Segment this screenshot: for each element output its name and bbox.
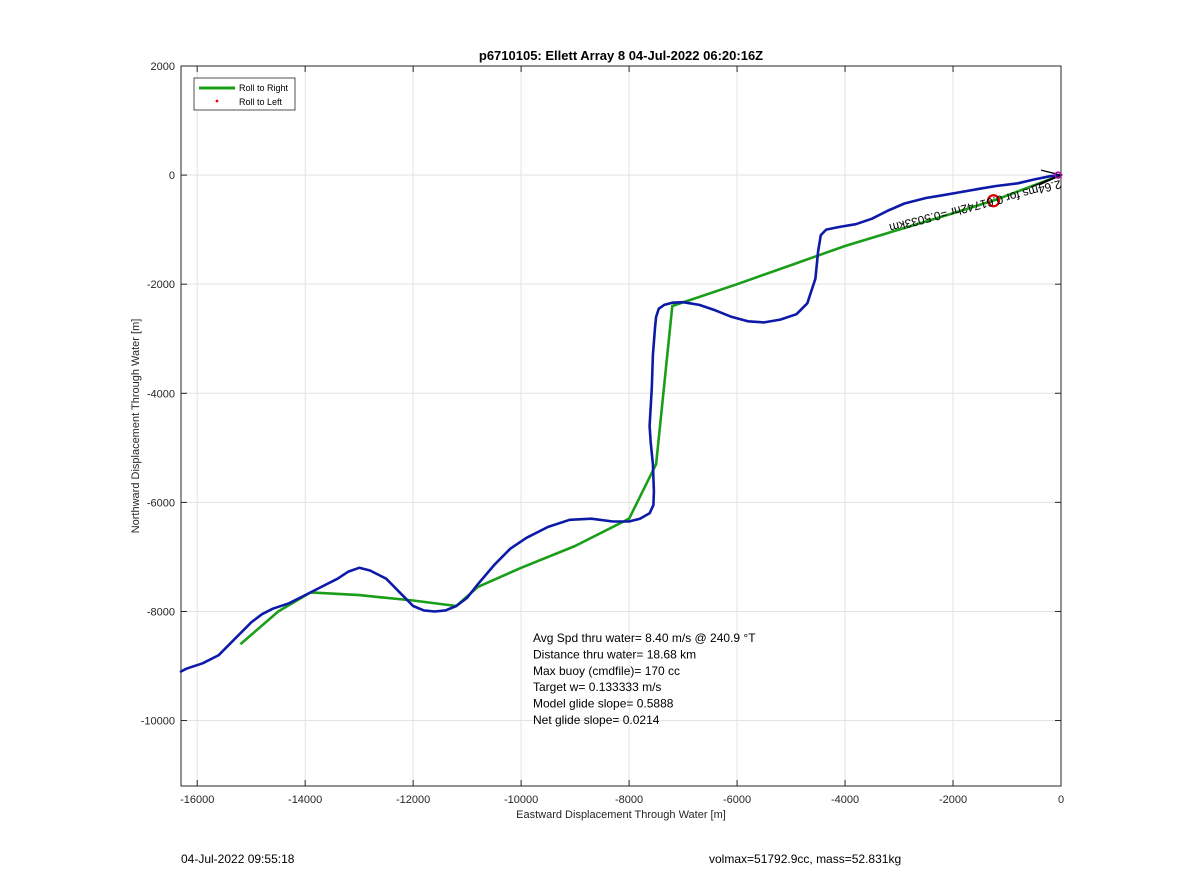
series-line-roll-right (239, 173, 1062, 646)
segment-annotation: 2.64ms for 0.61742hr =0.5033km (888, 177, 1063, 235)
footer-volmax-mass: volmax=51792.9cc, mass=52.831kg (709, 852, 902, 866)
y-axis-label: Northward Displacement Through Water [m] (130, 319, 142, 534)
y-tick-label: -10000 (141, 716, 175, 728)
surface-position-marker (986, 194, 1001, 208)
legend-box (193, 77, 296, 111)
y-tick-label: 2000 (151, 61, 175, 73)
legend-label-roll-left: Roll to Left (239, 97, 283, 107)
y-tick-label: 0 (169, 170, 175, 182)
legend-swatch-roll-left (215, 99, 219, 103)
direction-arrow (1030, 176, 1056, 188)
x-tick-label: -2000 (939, 794, 967, 806)
stats-line: Net glide slope= 0.0214 (533, 713, 660, 727)
x-tick-label: -4000 (831, 794, 859, 806)
grid-lines (181, 65, 1062, 786)
x-tick-label: -10000 (504, 794, 538, 806)
x-tick-label: -6000 (723, 794, 751, 806)
stats-line: Avg Spd thru water= 8.40 m/s @ 240.9 °T (533, 631, 756, 645)
legend-label-roll-right: Roll to Right (239, 83, 289, 93)
y-tick-label: -2000 (147, 279, 175, 291)
x-tick-label: -8000 (615, 794, 643, 806)
series-line-track (179, 173, 1063, 673)
x-axis-label: Eastward Displacement Through Water [m] (516, 809, 726, 821)
stats-line: Distance thru water= 18.68 km (533, 647, 696, 661)
legend: Roll to Right Roll to Left (193, 77, 296, 111)
footer-timestamp: 04-Jul-2022 09:55:18 (181, 852, 295, 866)
origin-marker (1054, 171, 1062, 179)
x-tick-label: -12000 (396, 794, 430, 806)
x-tick-label: -14000 (288, 794, 322, 806)
stats-line: Model glide slope= 0.5888 (533, 697, 674, 711)
chart-title: p6710105: Ellett Array 8 04-Jul-2022 06:… (479, 48, 763, 63)
y-tick-label: -8000 (147, 606, 175, 618)
y-tick-label: -4000 (147, 388, 175, 400)
plot-area (180, 65, 1062, 787)
y-tick-label: -6000 (147, 497, 175, 509)
x-tick-label: 0 (1058, 794, 1064, 806)
x-tick-label: -16000 (180, 794, 214, 806)
stats-annotation: Avg Spd thru water= 8.40 m/s @ 240.9 °T D… (533, 631, 756, 727)
tick-labels: -16000 -14000 -12000 -10000 -8000 -6000 -4000 -… (141, 61, 1064, 806)
stats-line: Target w= 0.133333 m/s (533, 680, 661, 694)
stats-line: Max buoy (cmdfile)= 170 cc (533, 664, 680, 678)
data-series (179, 169, 1063, 673)
